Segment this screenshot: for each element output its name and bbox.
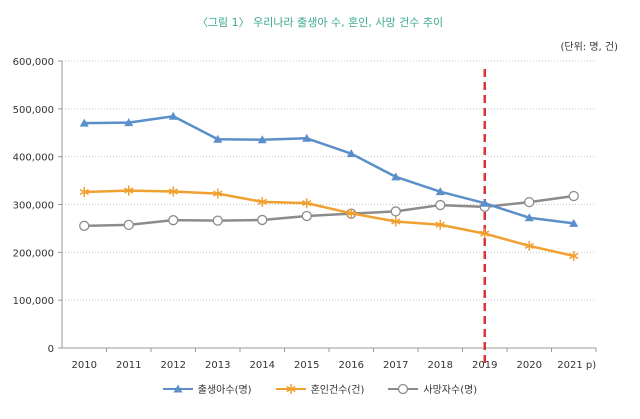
circle-marker <box>435 199 446 211</box>
circle-marker <box>257 214 268 226</box>
asterisk-stroke <box>124 187 134 194</box>
circle-marker <box>568 190 579 202</box>
asterisk-stroke <box>524 242 534 250</box>
triangle-marker <box>435 187 445 196</box>
x-tick-label: 2021 p) <box>557 360 596 371</box>
asterisk-marker <box>435 219 445 230</box>
circle-marker <box>123 219 134 231</box>
asterisk-stroke <box>168 188 178 195</box>
series-line <box>84 189 575 258</box>
y-tick-label: 500,000 <box>13 105 54 116</box>
x-tick-label: 2019 <box>472 360 497 371</box>
circle-marker <box>398 383 409 394</box>
asterisk-marker <box>569 250 579 261</box>
triangle-marker <box>79 118 89 127</box>
asterisk-stroke <box>257 198 267 206</box>
legend-triangle-icon <box>162 384 193 392</box>
x-tick-label: 2012 <box>161 360 186 371</box>
y-tick-label: 400,000 <box>13 153 54 164</box>
asterisk-marker <box>524 240 534 251</box>
unit-label: (단위: 명, 건) <box>560 42 618 53</box>
x-tick-label: 2010 <box>72 360 97 371</box>
x-tick-label: 2011 <box>116 360 141 371</box>
asterisk-stroke <box>346 210 356 217</box>
series-line <box>84 114 574 225</box>
asterisk-marker <box>124 185 134 196</box>
triangle-marker <box>391 172 401 181</box>
asterisk-stroke <box>569 252 579 260</box>
legend: 출생아수(명) 혼인건수(건) 사망자수(명) <box>0 381 640 396</box>
asterisk-marker <box>213 188 223 199</box>
legend-item: 출생아수(명) <box>162 381 252 396</box>
x-tick-label: 2017 <box>383 360 408 371</box>
asterisk-marker <box>480 228 490 239</box>
triangle-marker <box>480 198 490 207</box>
triangle-marker <box>124 118 134 127</box>
circle-marker <box>301 210 312 222</box>
circle-marker <box>79 220 90 231</box>
legend-label: 출생아수(명) <box>197 385 252 396</box>
asterisk-marker <box>285 383 296 394</box>
asterisk-stroke <box>302 199 312 207</box>
triangle-marker <box>302 133 312 142</box>
asterisk-marker <box>391 216 401 227</box>
series-0 <box>79 111 579 227</box>
legend-item: 사망자수(명) <box>388 381 477 396</box>
x-tick-label: 2016 <box>339 360 364 371</box>
x-tick-label: 2014 <box>250 360 275 371</box>
asterisk-stroke <box>213 190 223 197</box>
asterisk-stroke <box>79 188 89 196</box>
x-tick-label: 2013 <box>205 360 230 371</box>
circle-marker <box>524 196 535 208</box>
triangle-marker <box>168 111 178 120</box>
legend-asterisk-icon <box>275 383 306 394</box>
y-tick-label: 600,000 <box>13 57 54 68</box>
asterisk-marker <box>79 187 89 198</box>
asterisk-stroke <box>285 385 296 392</box>
triangle-marker <box>524 213 534 222</box>
triangle-marker <box>569 218 579 227</box>
asterisk-marker <box>168 186 178 197</box>
triangle-marker <box>173 384 183 392</box>
asterisk-marker <box>346 208 356 219</box>
asterisk-marker <box>257 196 267 207</box>
circle-marker <box>168 215 179 226</box>
y-tick-label: 0 <box>48 344 54 355</box>
asterisk-marker <box>302 198 312 209</box>
legend-label: 혼인건수(건) <box>310 385 365 396</box>
y-tick-label: 100,000 <box>13 296 54 307</box>
x-tick-label: 2015 <box>294 360 319 371</box>
legend-circle-icon <box>388 383 419 394</box>
circle-marker <box>212 215 223 226</box>
triangle-marker <box>346 149 356 158</box>
legend-label: 사망자수(명) <box>423 385 478 396</box>
chart-title: 〈그림 1〉 우리나라 출생아 수, 혼인, 사망 건수 추이 <box>196 16 444 29</box>
series-1 <box>79 185 579 261</box>
y-tick-label: 200,000 <box>13 248 54 259</box>
triangle-marker <box>213 134 223 143</box>
y-tick-label: 300,000 <box>13 201 54 212</box>
series-line <box>84 194 574 228</box>
x-tick-label: 2018 <box>428 360 453 371</box>
triangle-marker <box>257 135 267 144</box>
x-tick-label: 2020 <box>517 360 542 371</box>
asterisk-stroke <box>480 230 490 237</box>
circle-marker <box>390 206 401 217</box>
asterisk-stroke <box>391 218 401 225</box>
asterisk-stroke <box>435 221 445 228</box>
series-2 <box>79 190 579 231</box>
legend-item: 혼인건수(건) <box>275 381 365 396</box>
